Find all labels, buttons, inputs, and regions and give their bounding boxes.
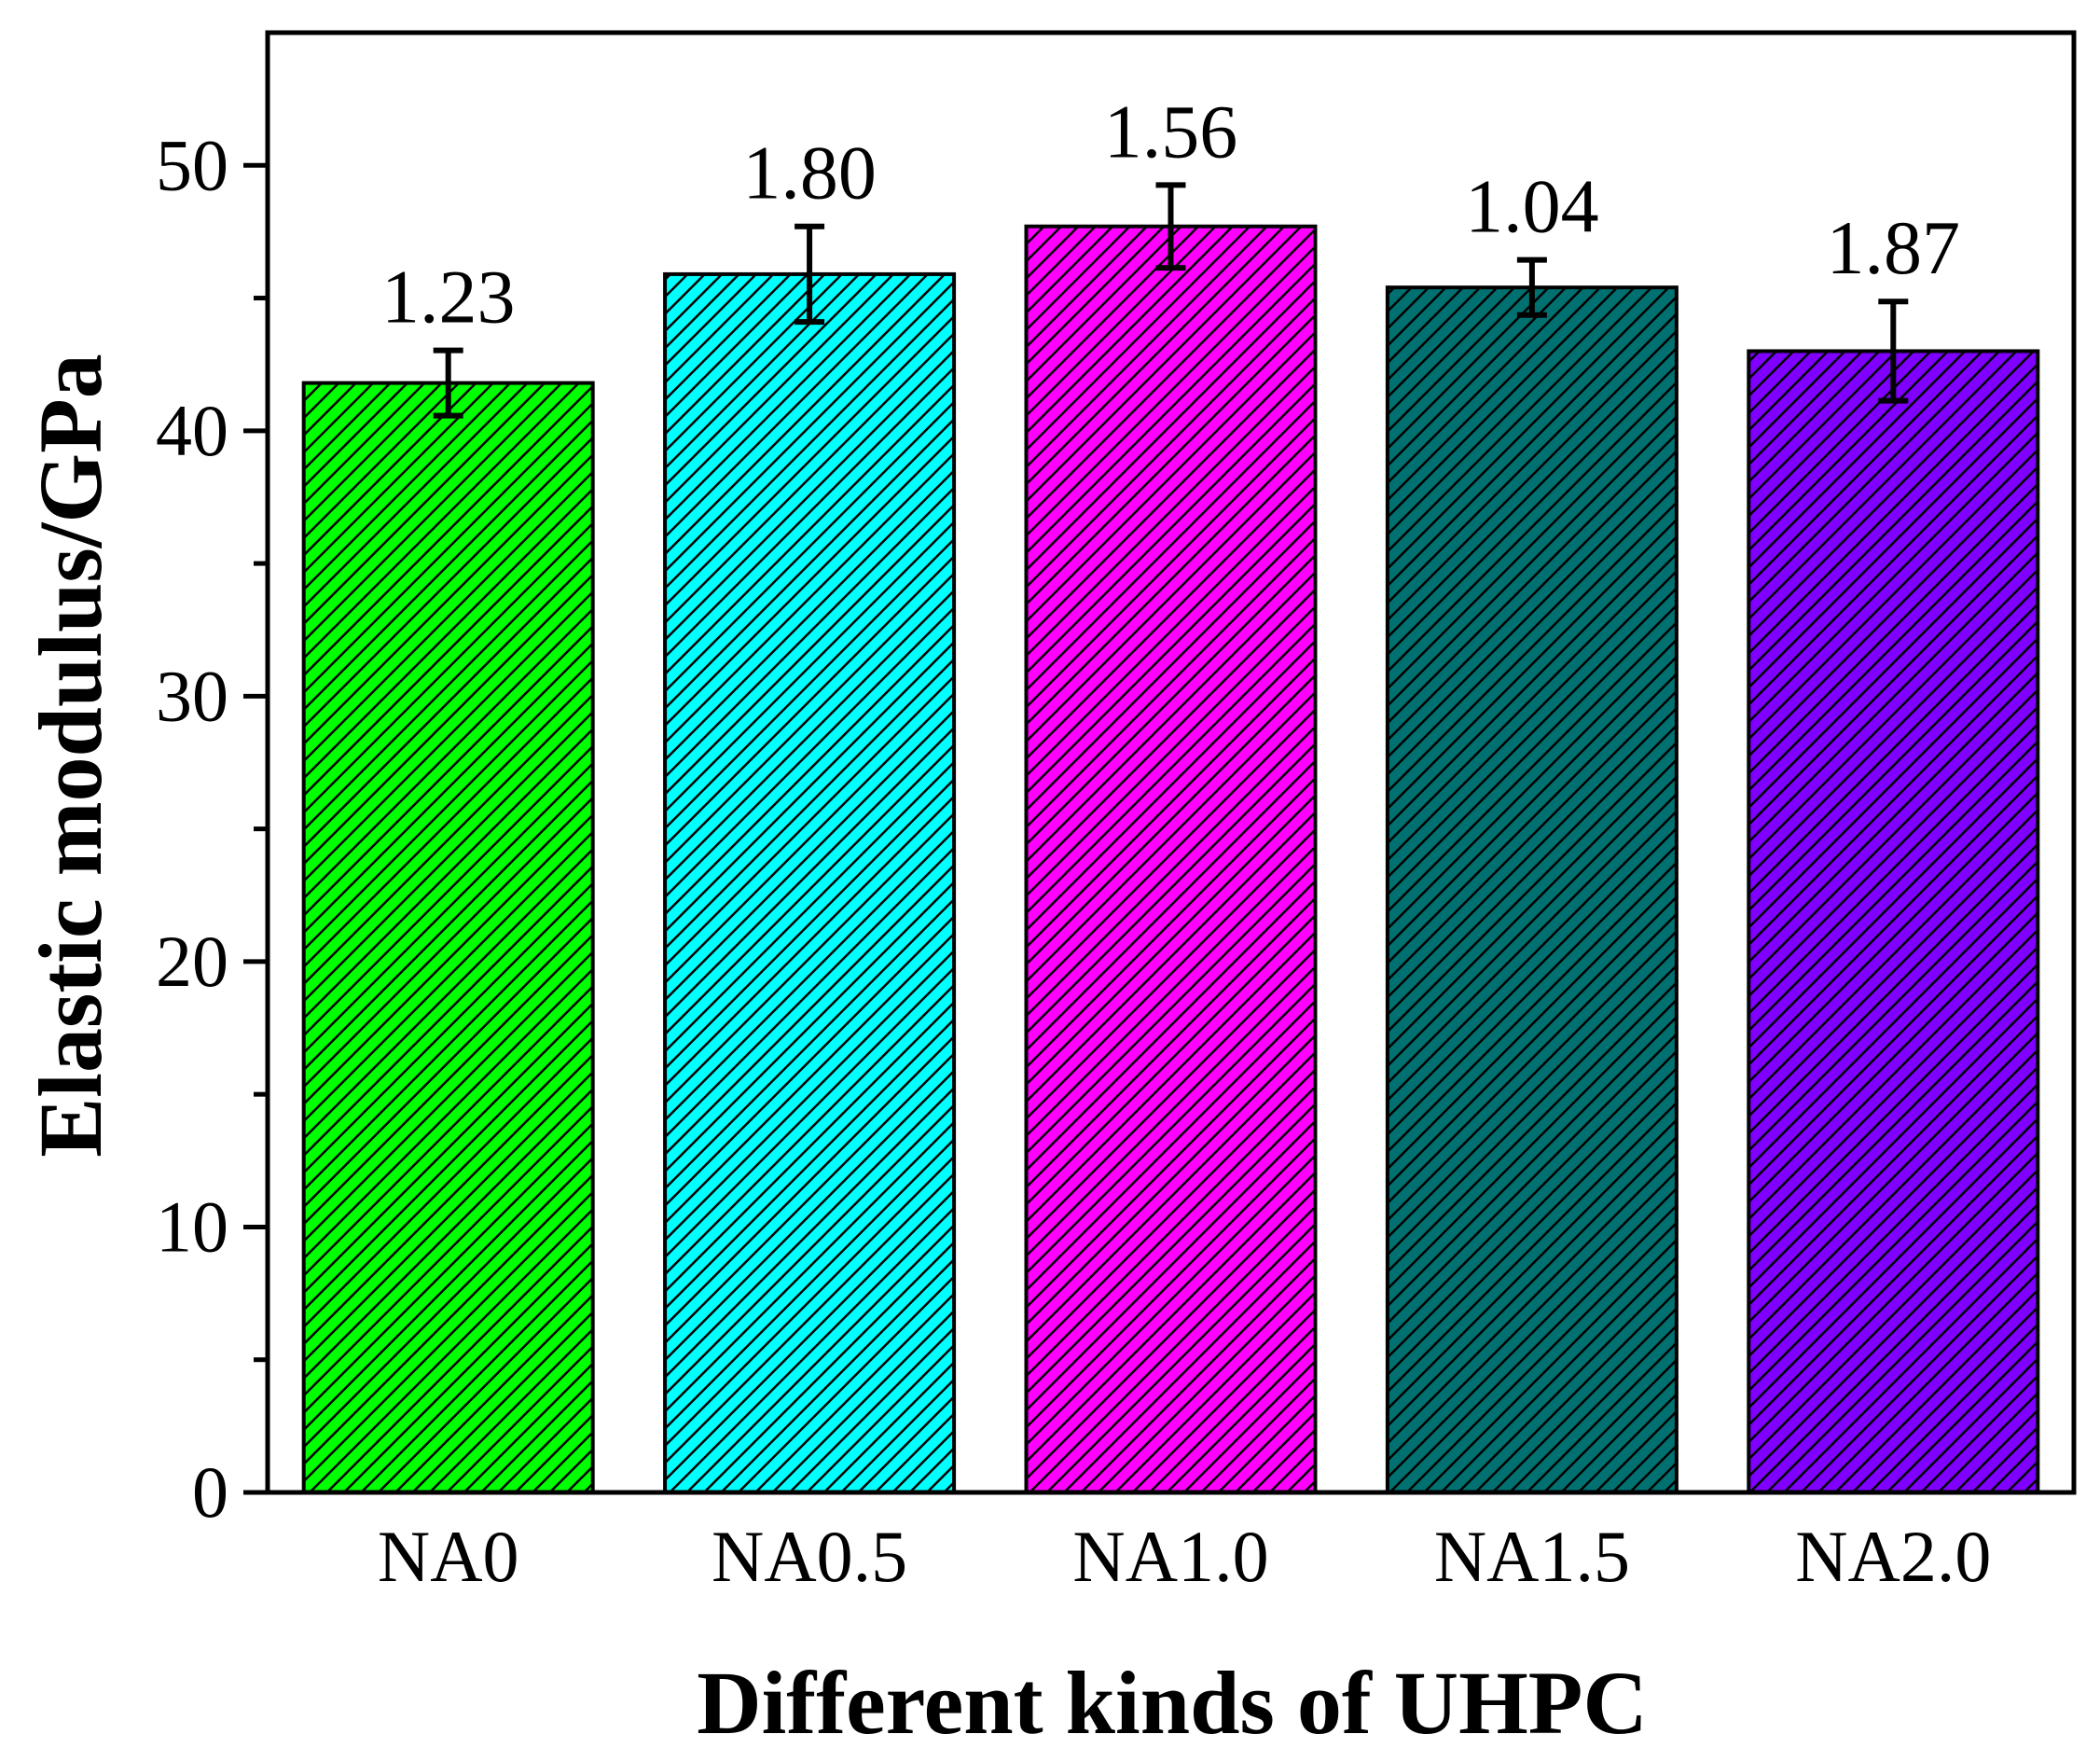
- error-bar-na1-5: [1516, 257, 1547, 318]
- error-bar-na0: [433, 347, 463, 419]
- y-tick-label: 40: [156, 390, 228, 471]
- bars-layer: [301, 224, 2040, 1495]
- bar-na1-5: [1385, 285, 1679, 1494]
- error-bar-na1-0: [1155, 182, 1186, 271]
- value-label-na0: 1.23: [381, 255, 516, 340]
- x-tick-label: NA1.5: [1434, 1516, 1630, 1597]
- value-label-na2-0: 1.87: [1827, 205, 1961, 290]
- error-bar-na0-5: [794, 223, 825, 326]
- y-tick-label: 50: [156, 124, 228, 205]
- plot-frame: [265, 30, 2077, 1495]
- error-bars-layer: [433, 182, 1909, 419]
- x-axis-title: Different kinds of UHPC: [697, 1653, 1648, 1753]
- y-tick-label: 30: [156, 655, 228, 736]
- bar-na0-5: [663, 271, 957, 1494]
- bar-na0: [301, 381, 595, 1495]
- error-bar-na2-0: [1878, 298, 1909, 404]
- y-axis-title: Elastic modulus/GPa: [21, 354, 120, 1157]
- value-label-na1-5: 1.04: [1465, 164, 1599, 249]
- axes-layer: NA0 NA0.5 NA1.0 NA1.5 NA2.0 0 10 20 30 40 50: [156, 30, 2077, 1597]
- y-tick-label: 20: [156, 921, 228, 1002]
- y-tick-label: 0: [192, 1451, 228, 1533]
- value-labels-layer: 1.23 1.80 1.56 1.04 1.87: [381, 89, 1960, 339]
- bar-na1-0: [1024, 224, 1318, 1495]
- x-tick-label: NA0.5: [712, 1516, 907, 1597]
- value-label-na0-5: 1.80: [742, 131, 877, 215]
- bar-na2-0: [1747, 349, 2040, 1494]
- x-tick-label: NA0: [378, 1516, 519, 1597]
- x-tick-label: NA2.0: [1795, 1516, 1991, 1597]
- x-tick-label: NA1.0: [1072, 1516, 1268, 1597]
- value-label-na1-0: 1.56: [1104, 89, 1238, 173]
- y-tick-label: 10: [156, 1186, 228, 1267]
